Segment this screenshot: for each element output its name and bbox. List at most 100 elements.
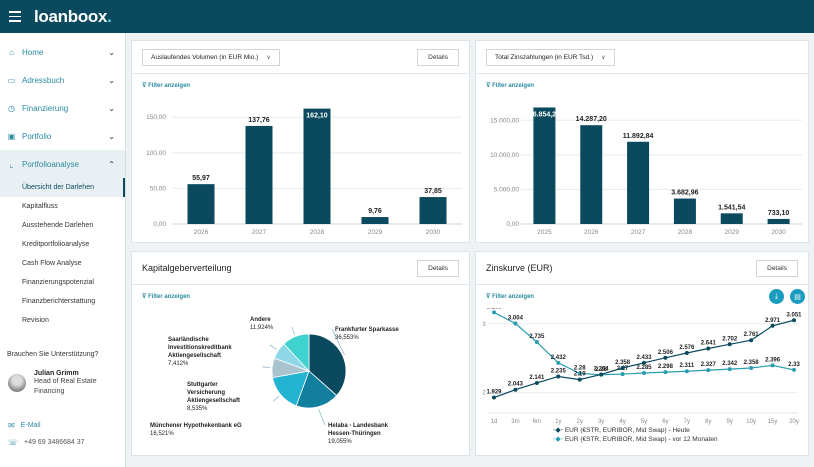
download-button[interactable]: ⤓ [769, 289, 784, 304]
filter-label: Filter anzeigen [492, 83, 535, 89]
data-point [749, 366, 754, 371]
finance-icon: ◷ [8, 103, 15, 113]
contact-card: Julian Grimm Head of Real Estate Financi… [8, 370, 97, 397]
volume-bar-chart: 0,00 50,00 100,00 150,00 55,97 2026 137,76 2027… [146, 108, 462, 236]
x-tick-label: 2028 [678, 229, 693, 236]
contact-role: Head of Real Estate [34, 378, 97, 385]
pie-leader-line [318, 408, 326, 426]
legend-item[interactable]: -◆- EUR (€STR, EURIBOR, Mid Swap) - Heut… [553, 426, 718, 435]
details-button[interactable]: Details [417, 259, 459, 277]
details-button[interactable]: Details [756, 259, 798, 277]
bar-value-label: 1.541,54 [718, 204, 745, 211]
data-point [642, 371, 646, 376]
data-point [792, 318, 796, 323]
y-tick-label: 3 [482, 322, 486, 328]
bar-value-label: 37,85 [424, 188, 442, 195]
email-link[interactable]: ✉ E-Mail [8, 421, 41, 430]
data-label: 2.641 [701, 341, 717, 347]
pie-slice-name: Stuttgarter [187, 382, 218, 388]
pie-leader-line [269, 344, 277, 350]
pie-slice-name: Andere [250, 317, 271, 323]
chevron-up-icon: ⌃ [108, 159, 115, 169]
data-label: 2.761 [744, 332, 760, 338]
x-tick-label: 1d [491, 419, 498, 425]
interest-panel: Total Zinszahlungen (in EUR Tsd.) ∨ ⊽ Fil… [475, 40, 809, 243]
filter-link[interactable]: ⊽ Filter anzeigen [486, 82, 534, 89]
pie-slice-name: Helaba - Landesbank [328, 423, 389, 429]
dropdown-label: Auslaufendes Volumen (in EUR Mio.) [151, 53, 259, 61]
export-button[interactable]: ▤ [790, 289, 805, 304]
menu-icon[interactable] [9, 11, 21, 22]
y-tick-label: 100,00 [146, 150, 166, 157]
filter-link[interactable]: ⊽ Filter anzeigen [142, 293, 190, 300]
sidebar-subitem[interactable]: Übersicht der Darlehen [0, 178, 125, 197]
sidebar-subitem[interactable]: Revision [22, 317, 49, 324]
data-label: 3.165 [486, 308, 502, 310]
phone-link[interactable]: ☏ +49 69 3486684 37 [8, 438, 85, 447]
volume-panel: Auslaufendes Volumen (in EUR Mio.) ∨ Deta… [131, 40, 470, 243]
bar-value-label: 11.892,84 [623, 133, 654, 140]
pie-slice-name: Aktiengesellschaft [168, 353, 221, 359]
panel-title: Zinskurve (EUR) [486, 263, 553, 273]
data-label: 2.342 [722, 361, 738, 367]
sidebar-item-home[interactable]: ⌂ Home ⌄ [0, 38, 125, 66]
avatar [8, 374, 26, 392]
data-point [620, 366, 625, 371]
sidebar-item-adressbuch[interactable]: ▭ Adressbuch ⌄ [0, 66, 125, 94]
pie-slice-value: 19,055% [328, 439, 352, 445]
document-icon: ▤ [794, 293, 801, 301]
interest-metric-dropdown[interactable]: Total Zinszahlungen (in EUR Tsd.) ∨ [486, 48, 615, 66]
sidebar-subitem[interactable]: Finanzierungspotenzial [22, 279, 94, 286]
sidebar-item-finanzierung[interactable]: ◷ Finanzierung ⌄ [0, 94, 125, 122]
bar-value-label: 55,97 [192, 175, 210, 182]
sidebar-subitem[interactable]: Cash Flow Analyse [22, 260, 82, 267]
sidebar-subitem[interactable]: Finanzberichterstattung [22, 298, 96, 305]
sidebar-subitem[interactable]: Kapitalfluss [22, 203, 58, 210]
pie-slice-name: Versicherung [187, 390, 225, 396]
distribution-panel: Kapitalgeberverteilung Details ⊽ Filter … [131, 251, 470, 456]
volume-metric-dropdown[interactable]: Auslaufendes Volumen (in EUR Mio.) ∨ [142, 48, 280, 66]
filter-link[interactable]: ⊽ Filter anzeigen [142, 82, 190, 89]
data-point [727, 367, 732, 372]
x-tick-label: 2029 [725, 229, 740, 236]
data-label: 2.33 [788, 362, 800, 368]
sidebar-subitem[interactable]: Kreditportfolioanalyse [22, 241, 90, 248]
data-point [513, 321, 518, 326]
data-label: 2.358 [744, 360, 760, 366]
filter-link[interactable]: ⊽ Filter anzeigen [486, 293, 534, 300]
data-point [727, 342, 732, 347]
pie-slice-name: Münchener Hypothekenbank eG [150, 423, 242, 429]
bar-value-label: 137,76 [248, 117, 270, 124]
contact-name: Julian Grimm [34, 370, 79, 377]
chevron-down-icon: ∨ [601, 54, 606, 61]
sidebar-item-portfolioanalyse[interactable]: ⌞ Portfolioanalyse ⌃ [0, 150, 125, 178]
y-tick-label: 10.000,00 [490, 152, 519, 159]
data-label: 2.311 [680, 363, 695, 369]
pie-slice [283, 333, 310, 373]
phone-icon: ☏ [8, 438, 19, 447]
nav-label: Adressbuch [22, 75, 65, 85]
data-label: 2.235 [551, 368, 567, 374]
data-point [599, 372, 604, 377]
data-point [513, 387, 518, 392]
data-point [577, 377, 582, 382]
email-label: E-Mail [20, 422, 41, 429]
sidebar-item-portfolio[interactable]: ▣ Portfolio ⌄ [0, 122, 125, 150]
pie-slice-name: Hessen-Thüringen [328, 431, 381, 437]
details-button[interactable]: Details [417, 48, 459, 66]
filter-label: Filter anzeigen [492, 294, 535, 300]
x-tick-label: 2027 [252, 229, 267, 236]
legend-item[interactable]: -◆- EUR (€STR, EURIBOR, Mid Swap) - vor … [553, 435, 718, 444]
bar-value-label: 733,10 [768, 210, 790, 217]
bar [673, 198, 696, 224]
data-point [620, 372, 625, 377]
data-point [684, 350, 689, 355]
y-tick-label: 2 [482, 391, 486, 397]
data-point [792, 367, 796, 372]
sidebar-subitem[interactable]: Ausstehende Darlehen [22, 222, 94, 229]
logo[interactable]: loanboox. [34, 6, 112, 26]
y-tick-label: 150,00 [146, 114, 166, 121]
data-label: 2.043 [508, 382, 524, 388]
pie-leader-line [272, 395, 280, 402]
x-tick-label: 5y [641, 419, 647, 425]
